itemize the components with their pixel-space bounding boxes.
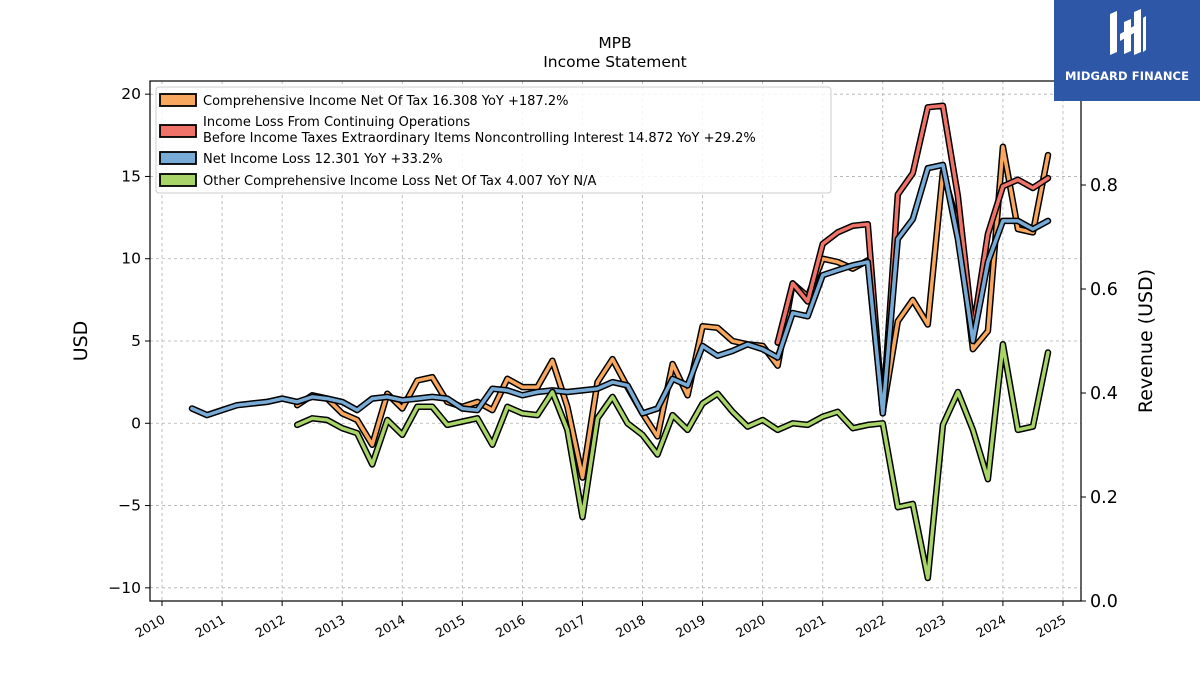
- series-lines: [188, 102, 1052, 582]
- x-tick-label: 2014: [373, 612, 408, 641]
- y-right-tick-label: 0.6: [1090, 280, 1118, 300]
- y-tick-label: −5: [118, 497, 141, 515]
- legend-label: Comprehensive Income Net Of Tax 16.308 Y…: [203, 94, 568, 109]
- x-tick-label: 2012: [253, 612, 288, 641]
- legend-label: Income Loss From Continuing Operations: [203, 115, 470, 130]
- x-tick-label: 2023: [913, 612, 948, 641]
- x-tick-label: 2011: [193, 612, 228, 641]
- x-tick-label: 2018: [613, 612, 648, 641]
- x-tick-label: 2020: [733, 612, 768, 641]
- x-tick-label: 2022: [853, 612, 888, 641]
- series-outline: [293, 143, 1052, 481]
- y-right-tick-label: 0.0: [1090, 592, 1118, 612]
- legend-swatch: [159, 93, 197, 107]
- legend-swatch: [159, 173, 197, 187]
- x-tick-label: 2021: [793, 612, 828, 641]
- x-tick-label: 2013: [313, 612, 348, 641]
- x-tick-label: 2017: [553, 612, 588, 641]
- x-tick-label: 2015: [433, 612, 468, 641]
- legend-label: Other Comprehensive Income Loss Net Of T…: [203, 174, 597, 189]
- chart-title: MPB: [598, 34, 631, 52]
- chart-subtitle: Income Statement: [543, 53, 687, 71]
- y-right-tick-label: 0.4: [1090, 384, 1118, 404]
- x-tick-label: 2019: [673, 612, 708, 641]
- y-axis-right-label: Revenue (USD): [1135, 269, 1157, 413]
- legend-swatch: [159, 151, 197, 165]
- y-tick-label: 10: [121, 250, 141, 268]
- y-right-tick-label: 0.2: [1090, 488, 1118, 508]
- y-tick-label: −10: [108, 579, 141, 597]
- x-tick-label: 2025: [1033, 612, 1068, 641]
- logo-mark-icon: [1110, 9, 1146, 55]
- legend: Comprehensive Income Net Of Tax 16.308 Y…: [155, 86, 832, 194]
- logo-text: MIDGARD FINANCE: [1064, 69, 1190, 83]
- legend-swatch: [159, 124, 197, 138]
- y-tick-label: 15: [121, 167, 141, 185]
- series-line: [190, 163, 1050, 417]
- x-tick-label: 2024: [973, 612, 1008, 641]
- y-tick-label: 5: [131, 332, 141, 350]
- x-tick-label: 2016: [493, 612, 528, 641]
- legend-label: Net Income Loss 12.301 YoY +33.2%: [203, 152, 443, 167]
- y-tick-label: 20: [121, 85, 141, 103]
- y-tick-label: 0: [131, 414, 141, 432]
- x-tick-label: 2010: [132, 612, 167, 641]
- brand-logo: MIDGARD FINANCE: [1054, 0, 1200, 101]
- y-right-tick-label: 0.8: [1090, 176, 1118, 196]
- y-axis-label: USD: [70, 321, 92, 362]
- series-line: [295, 145, 1050, 480]
- legend-label: Before Income Taxes Extraordinary Items …: [203, 131, 756, 146]
- legend-box: [155, 86, 832, 194]
